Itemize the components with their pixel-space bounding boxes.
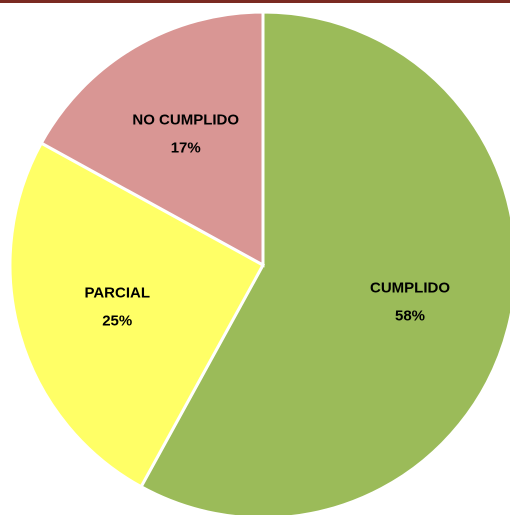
- slice-value-label: 25%: [102, 312, 132, 329]
- slice-label: NO CUMPLIDO: [132, 111, 239, 128]
- slice-label: PARCIAL: [84, 284, 150, 301]
- slice-value-label: 17%: [171, 139, 201, 156]
- pie-slice: [139, 10, 510, 515]
- slice-value-label: 58%: [395, 308, 425, 325]
- top-border: [0, 0, 510, 3]
- pie-slice: [39, 10, 265, 268]
- pie-slice: [8, 141, 266, 489]
- slice-label: CUMPLIDO: [370, 280, 450, 297]
